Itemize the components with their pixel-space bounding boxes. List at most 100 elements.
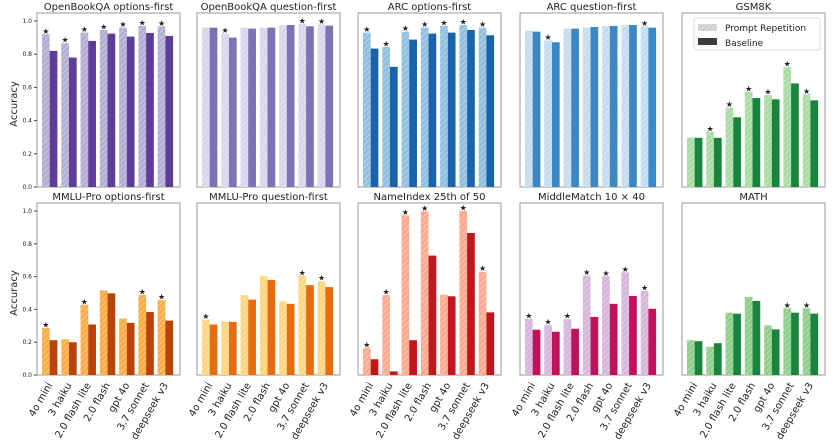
bar-hatch	[61, 43, 69, 187]
bar-hatch	[544, 40, 552, 188]
bar-hatch	[764, 95, 772, 187]
bar-baseline	[629, 295, 637, 375]
bar-baseline	[694, 137, 703, 187]
bar-hatch	[440, 25, 448, 188]
bar-hatch	[401, 31, 410, 188]
significance-star: ★	[764, 88, 771, 97]
y-tick-label: 1.0	[22, 18, 32, 25]
bar-hatch	[99, 29, 108, 187]
panel-0: OpenBookQA options-first 0.0 0.2 0.4 0.6 0.8 1…	[9, 2, 181, 191]
legend-label-baseline: Baseline	[725, 39, 764, 49]
bar-hatch	[99, 290, 108, 375]
significance-star: ★	[81, 25, 88, 34]
bar-baseline	[447, 296, 456, 375]
significance-star: ★	[318, 17, 325, 26]
bar-baseline	[791, 312, 799, 375]
significance-star: ★	[460, 17, 467, 26]
significance-star: ★	[383, 287, 390, 296]
panel-8: MiddleMatch 10 × 40★4o mini★3 haiku★2.0 …	[510, 192, 664, 442]
bar-hatch	[420, 27, 429, 187]
bar-hatch	[317, 24, 326, 187]
bar-hatch	[221, 321, 229, 375]
bar-hatch	[459, 211, 468, 375]
y-tick-label: 0.8	[22, 241, 32, 248]
significance-star: ★	[100, 22, 107, 31]
panel-3: ARC question-first ★ ★	[519, 2, 664, 188]
bar-hatch	[686, 340, 695, 375]
bar-baseline	[428, 255, 437, 375]
significance-star: ★	[299, 268, 306, 277]
bar-baseline	[409, 39, 417, 188]
bar-baseline	[713, 137, 722, 187]
y-tick-label: 0.4	[22, 118, 32, 125]
bar-baseline	[486, 35, 495, 187]
significance-star: ★	[803, 87, 810, 96]
bar-baseline	[771, 329, 780, 375]
significance-star: ★	[602, 269, 609, 278]
bar-hatch	[582, 275, 591, 375]
bar-hatch	[802, 94, 811, 187]
bar-baseline	[571, 28, 579, 187]
bar-baseline	[810, 100, 819, 187]
bar-baseline	[713, 343, 722, 375]
bar-baseline	[409, 340, 417, 375]
y-axis-label: Accuracy	[9, 270, 20, 316]
bar-baseline	[810, 313, 819, 375]
bar-hatch	[119, 318, 127, 375]
bar-baseline	[306, 285, 314, 375]
significance-star: ★	[62, 36, 69, 45]
bar-hatch	[783, 67, 792, 187]
bar-baseline	[467, 29, 475, 187]
significance-star: ★	[158, 19, 165, 28]
bar-baseline	[228, 37, 237, 187]
significance-star: ★	[583, 268, 590, 277]
bar-baseline	[486, 312, 495, 375]
significance-star: ★	[564, 312, 571, 321]
y-tick-label: 0.0	[22, 372, 32, 379]
bar-baseline	[609, 303, 618, 375]
significance-star: ★	[299, 16, 306, 25]
significance-star: ★	[726, 100, 733, 109]
bar-baseline	[571, 328, 579, 375]
panel-title: MMLU-Pro options-first	[52, 192, 164, 203]
significance-star: ★	[440, 18, 447, 27]
bar-hatch	[640, 291, 649, 375]
bar-baseline	[325, 287, 334, 375]
significance-star: ★	[202, 312, 209, 321]
bar-hatch	[764, 325, 772, 375]
bar-baseline	[551, 331, 560, 375]
bar-hatch	[744, 296, 753, 375]
bar-baseline	[370, 48, 379, 187]
bar-baseline	[389, 371, 398, 375]
significance-star: ★	[707, 124, 714, 133]
bar-hatch	[459, 24, 468, 188]
bar-baseline	[629, 24, 637, 188]
bar-hatch	[298, 23, 307, 187]
bar-baseline	[752, 300, 761, 375]
panel-2: ARC options-first ★ ★ ★ ★ ★ ★ ★	[357, 2, 502, 188]
bar-hatch	[41, 34, 50, 187]
bar-baseline	[733, 117, 741, 187]
legend-box	[693, 17, 821, 51]
y-tick-label: 0.6	[22, 274, 32, 281]
bar-baseline	[370, 359, 379, 375]
bar-hatch	[524, 30, 533, 187]
panel-title: MMLU-Pro question-first	[209, 192, 328, 203]
bar-baseline	[325, 25, 334, 188]
bar-hatch	[544, 325, 552, 375]
bar-hatch	[61, 339, 69, 375]
bar-hatch	[621, 25, 630, 188]
bar-baseline	[209, 27, 218, 187]
significance-star: ★	[139, 287, 146, 296]
bar-baseline	[286, 24, 295, 188]
bar-hatch	[382, 294, 390, 375]
bar-hatch	[420, 211, 429, 375]
bar-hatch	[686, 137, 695, 187]
significance-star: ★	[421, 204, 428, 213]
bar-hatch	[563, 28, 572, 187]
significance-star: ★	[784, 301, 791, 310]
bar-hatch	[201, 319, 210, 375]
legend-label-repetition: Prompt Repetition	[725, 24, 806, 34]
